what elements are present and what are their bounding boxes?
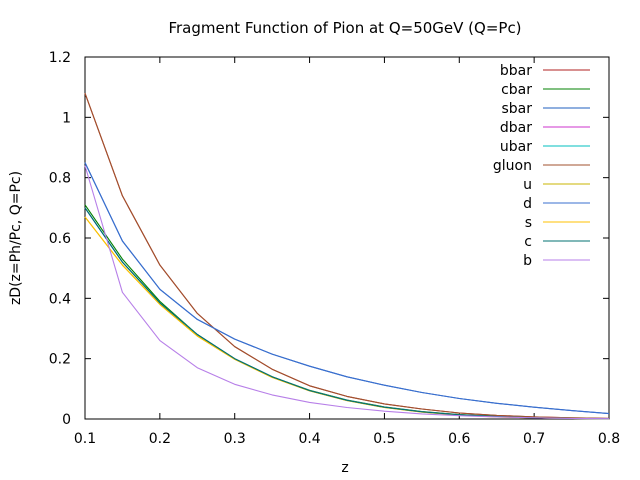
x-tick-label: 0.1 (74, 431, 96, 447)
x-tick-label: 0.2 (149, 431, 171, 447)
y-tick-label: 1 (62, 110, 71, 126)
legend-label-s: s (525, 215, 532, 231)
series-line-gluon (84, 93, 610, 419)
y-tick-label: 1.2 (49, 50, 71, 66)
y-tick-label: 0 (62, 412, 71, 428)
x-tick-label: 0.6 (448, 431, 470, 447)
x-tick-label: 0.7 (523, 431, 545, 447)
legend-label-d: d (523, 196, 532, 212)
y-tick-label: 0.6 (49, 231, 71, 247)
series-line-d (84, 162, 610, 415)
legend-label-dbar: dbar (500, 120, 532, 136)
legend-label-cbar: cbar (501, 82, 532, 98)
y-axis-label: zD(z=Ph/Pc, Q=Pc) (8, 171, 24, 305)
legend-label-ubar: ubar (500, 139, 532, 155)
legend-label-sbar: sbar (501, 101, 532, 117)
x-tick-label: 0.3 (224, 431, 246, 447)
x-axis-label: z (341, 460, 348, 476)
y-tick-label: 0.2 (49, 352, 71, 368)
y-tick-label: 0.4 (49, 291, 71, 307)
legend-label-gluon: gluon (493, 158, 532, 174)
chart-title: Fragment Function of Pion at Q=50GeV (Q=… (168, 19, 521, 37)
legend-label-u: u (523, 177, 532, 193)
legend-label-c: c (524, 234, 532, 250)
legend-label-b: b (523, 253, 532, 269)
x-tick-label: 0.8 (598, 431, 620, 447)
plot-area: 0.1 0.2 0.3 0.4 0.5 0.6 0.7 0.8 0 0.2 0.4 0.6 0.8 1 1.… (49, 50, 620, 447)
x-tick-label: 0.4 (298, 431, 320, 447)
series-line-b (84, 165, 610, 420)
legend-label-bbar: bbar (500, 63, 532, 79)
y-tick-label: 0.8 (49, 171, 71, 187)
x-tick-label: 0.5 (373, 431, 395, 447)
